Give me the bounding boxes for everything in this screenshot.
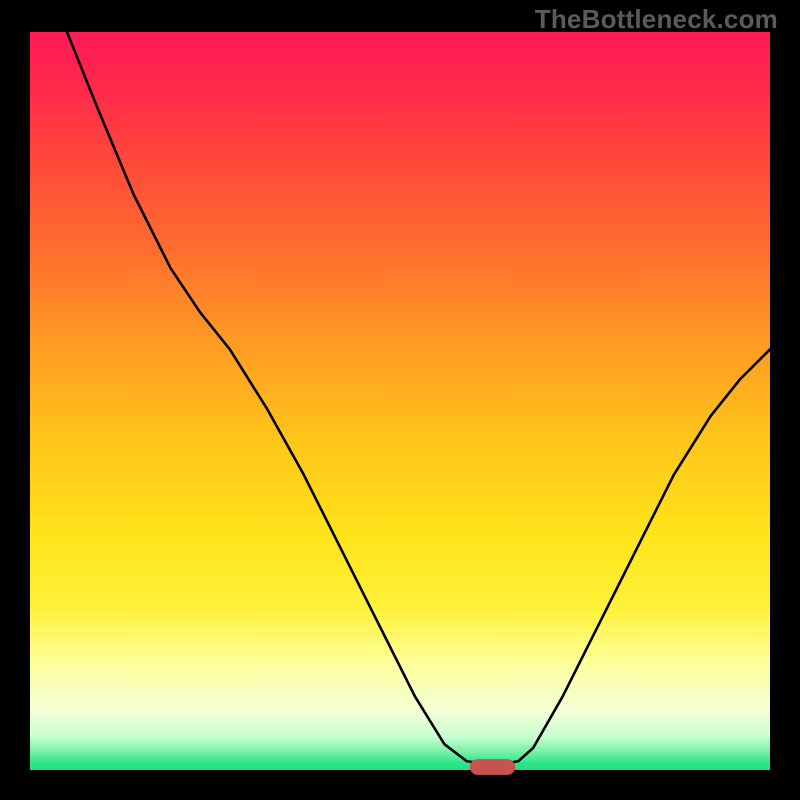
watermark-text: TheBottleneck.com: [535, 4, 778, 35]
optimal-marker: [470, 760, 514, 775]
bottleneck-plot: [0, 0, 800, 800]
chart-frame: TheBottleneck.com: [0, 0, 800, 800]
